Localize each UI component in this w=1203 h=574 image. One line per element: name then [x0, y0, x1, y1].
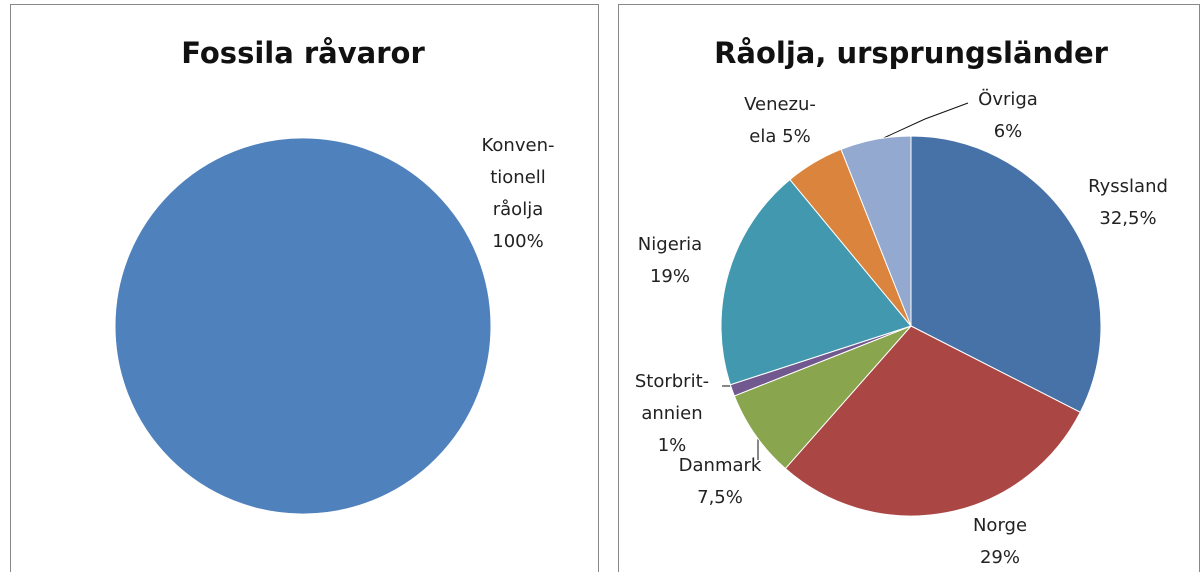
- pie-slice: [114, 137, 492, 515]
- value-label: 100%: [492, 231, 544, 252]
- slice-label: Ryssland 32,5%: [1088, 171, 1168, 235]
- category-label: Ryssland: [1088, 176, 1168, 197]
- chart-title: Råolja, ursprungsländer: [714, 36, 1108, 70]
- category-label: Danmark: [678, 455, 762, 476]
- slice-label: Venezu- ela 5%: [744, 89, 816, 153]
- slice-label: Danmark 7,5%: [679, 450, 762, 514]
- value-label: 32,5%: [1099, 208, 1157, 229]
- value-label: 29%: [979, 547, 1020, 568]
- slice-label: Norge 29%: [973, 510, 1027, 574]
- value-label: 1%: [657, 435, 687, 456]
- pie-slice: [720, 178, 912, 386]
- slice-label: Övriga 6%: [978, 84, 1038, 148]
- value-label: 7,5%: [697, 487, 743, 508]
- panel: [618, 4, 1200, 572]
- category-label: Storbrit- annien: [634, 371, 710, 424]
- value-label: 5%: [782, 126, 811, 147]
- pie-slice: [784, 325, 1081, 517]
- category-label: Venezu- ela: [744, 94, 816, 147]
- slice-label: Konven- tionell råolja 100%: [482, 130, 555, 258]
- category-label: Norge: [972, 515, 1028, 536]
- category-label: Nigeria: [637, 234, 703, 255]
- pie-slice: [840, 135, 912, 327]
- value-label: 6%: [993, 121, 1023, 142]
- slice-label: Storbrit- annien 1%: [635, 366, 709, 462]
- leader-line: [924, 102, 969, 120]
- pie-slice: [910, 135, 1102, 413]
- category-label: Konven- tionell råolja: [481, 135, 555, 220]
- panel: [10, 4, 599, 572]
- slice-label: Nigeria 19%: [638, 229, 702, 293]
- chart-title: Fossila råvaror: [181, 36, 425, 70]
- value-label: 19%: [649, 266, 690, 287]
- category-label: Övriga: [978, 89, 1038, 110]
